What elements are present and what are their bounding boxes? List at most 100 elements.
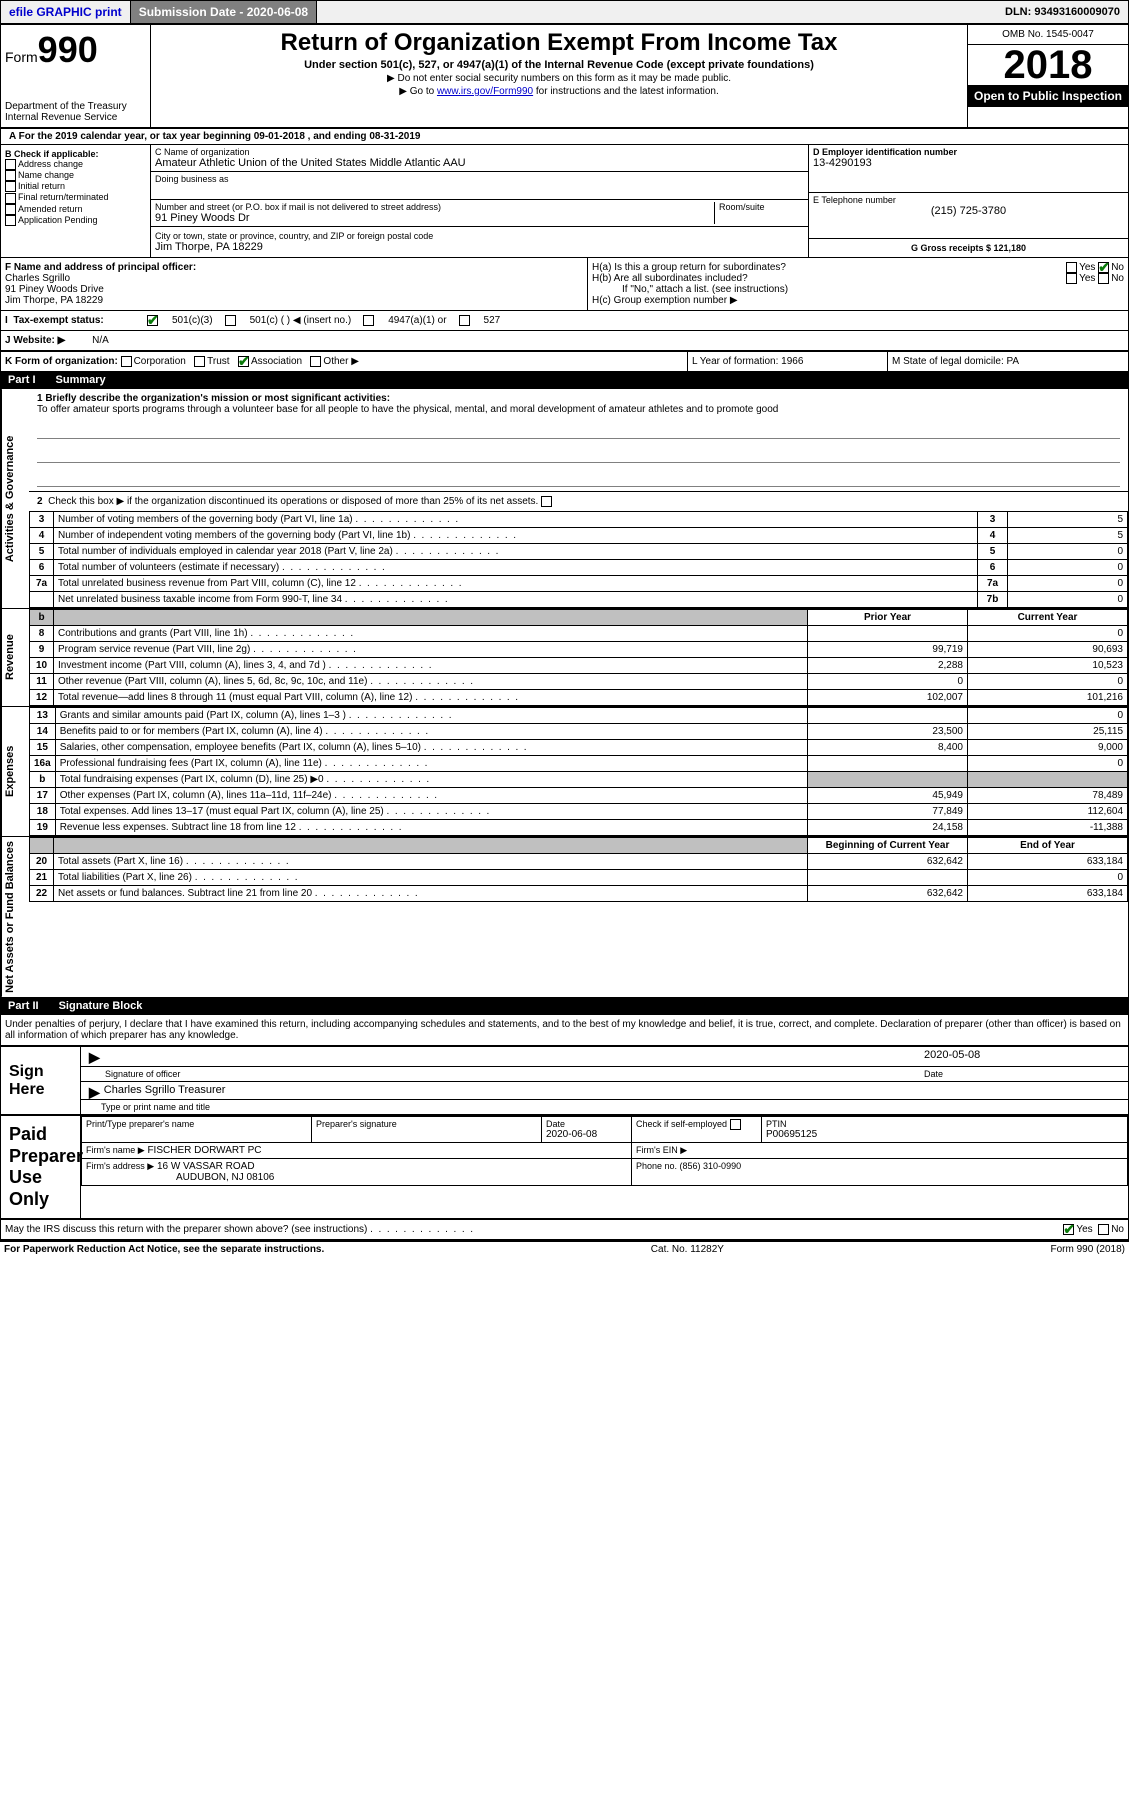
klm-row: K Form of organization: Corporation Trus… bbox=[0, 351, 1129, 372]
ha-yes-check[interactable] bbox=[1066, 262, 1077, 273]
expenses-label: Expenses bbox=[1, 707, 29, 836]
officer-name-title: Charles Sgrillo Treasurer bbox=[104, 1084, 226, 1097]
website-row: J Website: ▶ N/A bbox=[0, 331, 1129, 351]
governance-table: 3Number of voting members of the governi… bbox=[29, 511, 1128, 608]
mission-text: To offer amateur sports programs through… bbox=[37, 404, 1120, 415]
arrow-icon: ▶ bbox=[89, 1084, 100, 1097]
form-title: Return of Organization Exempt From Incom… bbox=[155, 29, 963, 57]
revenue-section: Revenue bPrior YearCurrent Year 8Contrib… bbox=[0, 609, 1129, 707]
amended-check[interactable] bbox=[5, 204, 16, 215]
table-row: 8Contributions and grants (Part VIII, li… bbox=[30, 626, 1128, 642]
initial-return-check[interactable] bbox=[5, 181, 16, 192]
tax-year-line: A For the 2019 calendar year, or tax yea… bbox=[0, 128, 1129, 145]
netassets-table: Beginning of Current YearEnd of Year 20T… bbox=[29, 837, 1128, 902]
ssn-note: ▶ Do not enter social security numbers o… bbox=[155, 73, 963, 84]
form-label: Form990 bbox=[5, 29, 146, 71]
year-formation: L Year of formation: 1966 bbox=[688, 352, 888, 371]
netassets-label: Net Assets or Fund Balances bbox=[1, 837, 29, 997]
table-row: 18Total expenses. Add lines 13–17 (must … bbox=[30, 804, 1128, 820]
governance-label: Activities & Governance bbox=[1, 389, 29, 608]
table-row: 3Number of voting members of the governi… bbox=[30, 512, 1128, 528]
other-check[interactable] bbox=[310, 356, 321, 367]
org-name-box: C Name of organization Amateur Athletic … bbox=[151, 145, 808, 172]
officer-row: F Name and address of principal officer:… bbox=[0, 257, 1129, 311]
table-row: 5Total number of individuals employed in… bbox=[30, 544, 1128, 560]
table-row: Net unrelated business taxable income fr… bbox=[30, 592, 1128, 608]
form-header: Form990 Department of the Treasury Inter… bbox=[0, 24, 1129, 128]
table-row: 9Program service revenue (Part VIII, lin… bbox=[30, 642, 1128, 658]
revenue-label: Revenue bbox=[1, 609, 29, 706]
page-footer: For Paperwork Reduction Act Notice, see … bbox=[0, 1240, 1129, 1257]
penalties-text: Under penalties of perjury, I declare th… bbox=[0, 1014, 1129, 1046]
table-row: 4Number of independent voting members of… bbox=[30, 528, 1128, 544]
dln: DLN: 93493160009070 bbox=[997, 2, 1128, 22]
discuss-no-check[interactable] bbox=[1098, 1224, 1109, 1235]
sign-date: 2020-05-08 bbox=[924, 1049, 1124, 1064]
city-box: City or town, state or province, country… bbox=[151, 227, 808, 257]
submission-date: Submission Date - 2020-06-08 bbox=[131, 1, 317, 23]
omb-number: OMB No. 1545-0047 bbox=[968, 25, 1128, 45]
527-check[interactable] bbox=[459, 315, 470, 326]
part2-header: Part II Signature Block bbox=[0, 998, 1129, 1014]
501c-check[interactable] bbox=[225, 315, 236, 326]
dept-label: Department of the Treasury Internal Reve… bbox=[5, 101, 146, 123]
hb-yes-check[interactable] bbox=[1066, 273, 1077, 284]
name-change-check[interactable] bbox=[5, 170, 16, 181]
table-row: 17Other expenses (Part IX, column (A), l… bbox=[30, 788, 1128, 804]
efile-link[interactable]: efile GRAPHIC print bbox=[1, 1, 131, 23]
table-row: 11Other revenue (Part VIII, column (A), … bbox=[30, 674, 1128, 690]
public-inspection: Open to Public Inspection bbox=[968, 85, 1128, 107]
arrow-icon: ▶ bbox=[89, 1049, 100, 1064]
discontinued-check[interactable] bbox=[541, 496, 552, 507]
table-row: 16aProfessional fundraising fees (Part I… bbox=[30, 756, 1128, 772]
table-row: 15Salaries, other compensation, employee… bbox=[30, 740, 1128, 756]
addr-change-check[interactable] bbox=[5, 159, 16, 170]
state-domicile: M State of legal domicile: PA bbox=[888, 352, 1128, 371]
tax-year: 2018 bbox=[968, 45, 1128, 85]
paid-preparer-label: Paid Preparer Use Only bbox=[1, 1116, 81, 1218]
gross-receipts: G Gross receipts $ 121,180 bbox=[809, 239, 1128, 257]
top-bar: efile GRAPHIC print Submission Date - 20… bbox=[0, 0, 1129, 24]
table-row: 10Investment income (Part VIII, column (… bbox=[30, 658, 1128, 674]
table-row: 12Total revenue—add lines 8 through 11 (… bbox=[30, 690, 1128, 706]
4947-check[interactable] bbox=[363, 315, 374, 326]
form990-link[interactable]: www.irs.gov/Form990 bbox=[437, 86, 533, 97]
table-row: 7aTotal unrelated business revenue from … bbox=[30, 576, 1128, 592]
table-row: 21Total liabilities (Part X, line 26)0 bbox=[30, 870, 1128, 886]
governance-section: Activities & Governance 1 Briefly descri… bbox=[0, 388, 1129, 609]
501c3-check[interactable] bbox=[147, 315, 158, 326]
section-b-checkboxes: B Check if applicable: Address change Na… bbox=[1, 145, 151, 257]
sign-here-label: Sign Here bbox=[1, 1047, 81, 1114]
expenses-section: Expenses 13Grants and similar amounts pa… bbox=[0, 707, 1129, 837]
hb-no-check[interactable] bbox=[1098, 273, 1109, 284]
self-employed-check[interactable] bbox=[730, 1119, 741, 1130]
trust-check[interactable] bbox=[194, 356, 205, 367]
table-row: 20Total assets (Part X, line 16)632,6426… bbox=[30, 854, 1128, 870]
discuss-row: May the IRS discuss this return with the… bbox=[0, 1219, 1129, 1240]
table-row: 14Benefits paid to or for members (Part … bbox=[30, 724, 1128, 740]
final-return-check[interactable] bbox=[5, 193, 16, 204]
discuss-yes-check[interactable] bbox=[1063, 1224, 1074, 1235]
table-row: 13Grants and similar amounts paid (Part … bbox=[30, 708, 1128, 724]
section-h: H(a) Is this a group return for subordin… bbox=[588, 258, 1128, 310]
phone-box: E Telephone number (215) 725-3780 bbox=[809, 193, 1128, 239]
address-box: Number and street (or P.O. box if mail i… bbox=[151, 200, 808, 227]
corp-check[interactable] bbox=[121, 356, 132, 367]
table-row: bTotal fundraising expenses (Part IX, co… bbox=[30, 772, 1128, 788]
goto-note: ▶ Go to www.irs.gov/Form990 for instruct… bbox=[155, 86, 963, 97]
ha-no-check[interactable] bbox=[1098, 262, 1109, 273]
tax-status-row: I Tax-exempt status: 501(c)(3) 501(c) ( … bbox=[0, 311, 1129, 331]
form-subtitle: Under section 501(c), 527, or 4947(a)(1)… bbox=[155, 59, 963, 71]
assoc-check[interactable] bbox=[238, 356, 249, 367]
sign-here-block: Sign Here ▶ 2020-05-08 Signature of offi… bbox=[0, 1046, 1129, 1115]
dba-box: Doing business as bbox=[151, 172, 808, 200]
org-name: Amateur Athletic Union of the United Sta… bbox=[155, 157, 804, 169]
section-f: F Name and address of principal officer:… bbox=[1, 258, 588, 310]
entity-block: B Check if applicable: Address change Na… bbox=[0, 145, 1129, 257]
part1-header: Part I Summary bbox=[0, 372, 1129, 388]
table-row: 6Total number of volunteers (estimate if… bbox=[30, 560, 1128, 576]
line2: 2 Check this box ▶ if the organization d… bbox=[29, 492, 1128, 511]
revenue-table: bPrior YearCurrent Year 8Contributions a… bbox=[29, 609, 1128, 706]
expenses-table: 13Grants and similar amounts paid (Part … bbox=[29, 707, 1128, 836]
app-pending-check[interactable] bbox=[5, 215, 16, 226]
